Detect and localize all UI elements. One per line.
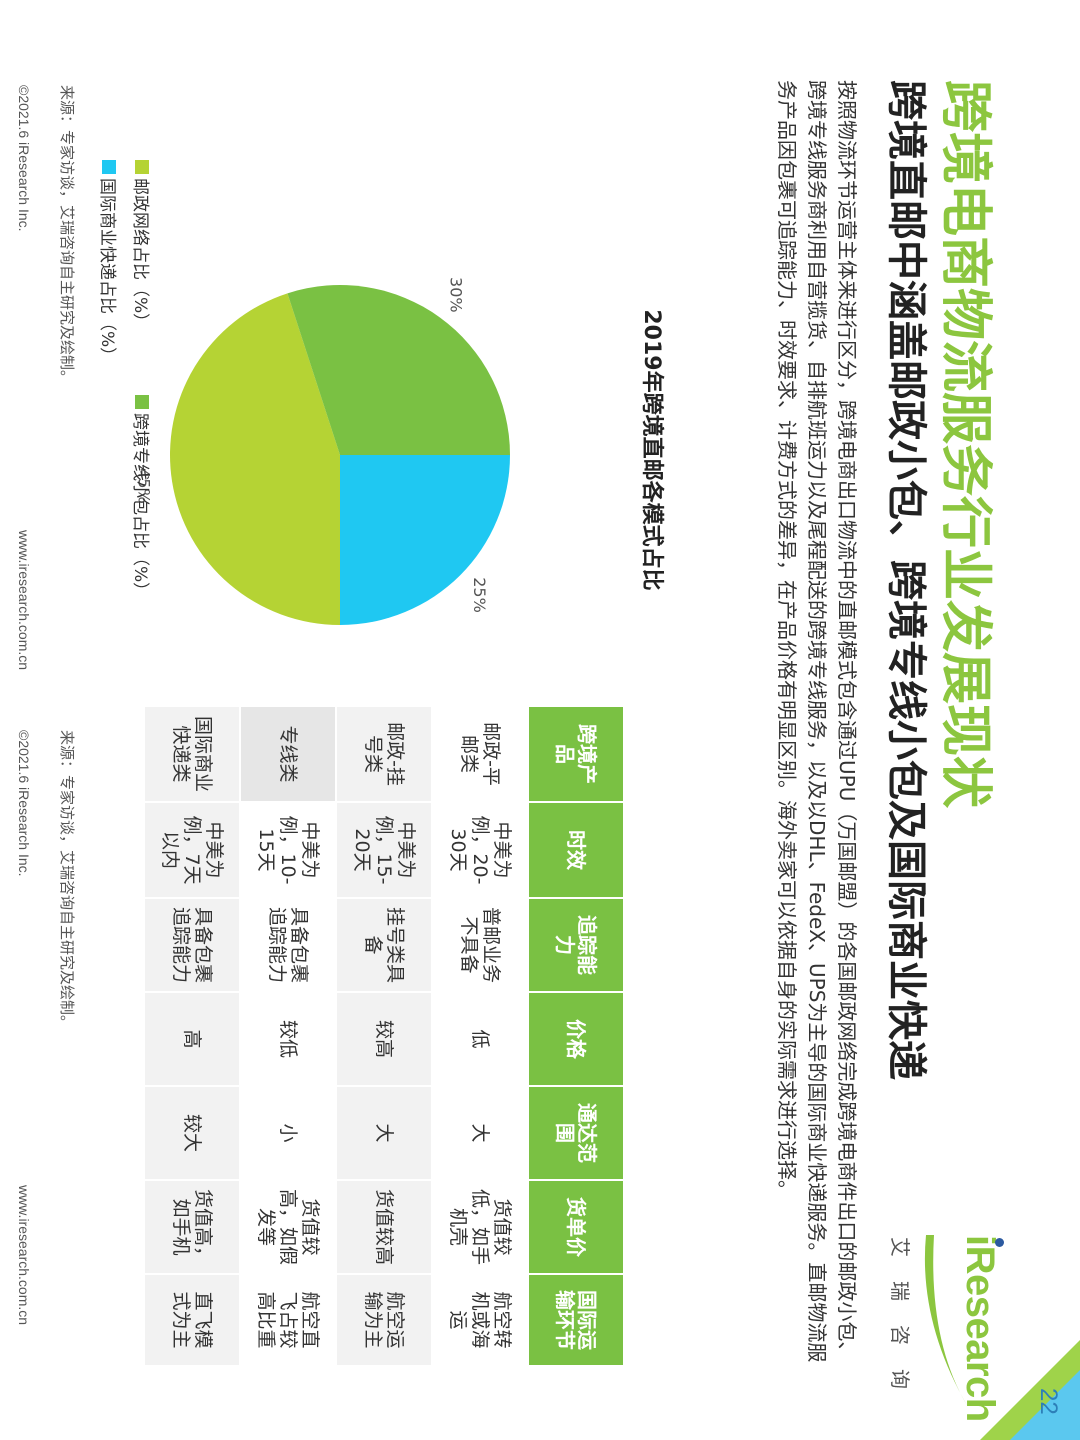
table-header-cell: 价格	[528, 992, 624, 1086]
legend-label-postal: 邮政网络占比（%）	[130, 178, 150, 331]
table-cell: 货值高，如手机	[144, 1180, 240, 1274]
table-cell: 大	[336, 1086, 432, 1180]
table-header-cell: 时效	[528, 802, 624, 898]
table-cell: 较低	[240, 992, 336, 1086]
table-cell: 航空运输为主	[336, 1274, 432, 1366]
table-cell: 具备包裹追踪能力	[240, 898, 336, 992]
legend-item-postal: 邮政网络占比（%）	[130, 160, 155, 330]
slice-postal	[169, 293, 340, 625]
table-cell: 货值较高	[336, 1180, 432, 1274]
table-cell: 中美为例，7天以内	[144, 802, 240, 898]
table-cell: 邮政-平邮类	[432, 706, 528, 802]
pie-chart: 25% 45% 30%	[134, 277, 510, 625]
table-cell: 航空转机或海运	[432, 1274, 528, 1366]
table-header-row: 跨境产品 时效 追踪能力 价格 通达范围 货单价 国际运输环节	[528, 706, 624, 1366]
table-cell: 中美为例，15-20天	[336, 802, 432, 898]
slice-label-postal: 45%	[134, 468, 153, 504]
legend-label-express: 国际商业快递占比（%）	[97, 178, 117, 365]
slice-express	[340, 455, 510, 625]
logo-swoosh-icon	[924, 1235, 968, 1407]
table-row: 邮政-平邮类 中美为例，20-30天 普邮业务不具备 低 大 货值较低，如手机壳…	[432, 706, 528, 1366]
left-source-note: 来源：专家访谈，艾瑞咨询自主研究及绘制。	[58, 85, 76, 386]
right-website-link[interactable]: www.iresearch.com.cn	[16, 1185, 32, 1326]
table-row: 国际商业快递类 中美为例，7天以内 具备包裹追踪能力 高 较大 货值高，如手机 …	[144, 706, 240, 1366]
legend-swatch-dedicated-line	[135, 395, 150, 409]
table-cell: 小	[240, 1086, 336, 1180]
legend-item-dedicated-line: 跨境专线小包占比（%）	[130, 395, 155, 599]
left-website-link[interactable]: www.iresearch.com.cn	[16, 530, 32, 671]
slice-label-dedicated-line: 30%	[446, 277, 465, 313]
table-header-cell: 通达范围	[528, 1086, 624, 1180]
table-header-cell: 国际运输环节	[528, 1274, 624, 1366]
legend-item-express: 国际商业快递占比（%）	[97, 160, 122, 364]
right-copyright: ©2021.6 iResearch Inc.	[16, 730, 32, 877]
legend-label-dedicated-line: 跨境专线小包占比（%）	[130, 413, 150, 600]
table-header-cell: 追踪能力	[528, 898, 624, 992]
table-cell: 大	[432, 1086, 528, 1180]
table-cell: 货值较低，如手机壳	[432, 1180, 528, 1274]
table-cell: 航空直飞占较高比重	[240, 1274, 336, 1366]
slice-label-express: 25%	[470, 577, 489, 613]
table-cell: 较高	[336, 992, 432, 1086]
table-cell: 低	[432, 992, 528, 1086]
table-cell: 国际商业快递类	[144, 706, 240, 802]
table-row: 专线类 中美为例，10-15天 具备包裹追踪能力 较低 小 货值较高，如假发等 …	[240, 706, 336, 1366]
table-cell: 中美为例，20-30天	[432, 802, 528, 898]
slice-dedicated-line	[287, 284, 510, 455]
page-number: 22	[1035, 1388, 1062, 1415]
table-cell: 高	[144, 992, 240, 1086]
table-cell: 中美为例，10-15天	[240, 802, 336, 898]
table-header-cell: 货单价	[528, 1180, 624, 1274]
logo-cn-text: 艾瑞咨询	[888, 1237, 912, 1413]
table-cell: 普邮业务不具备	[432, 898, 528, 992]
legend-swatch-postal	[135, 160, 150, 174]
left-copyright: ©2021.6 iResearch Inc.	[16, 85, 32, 232]
legend-swatch-express	[102, 160, 117, 174]
table-row: 邮政-挂号类 中美为例，15-20天 挂号类具备 较高 大 货值较高 航空运输为…	[336, 706, 432, 1366]
table-cell: 挂号类具备	[336, 898, 432, 992]
iresearch-logo: iResearch 艾瑞咨询	[883, 1225, 1008, 1422]
table-cell: 专线类	[240, 706, 336, 802]
logistics-comparison-table: 跨境产品 时效 追踪能力 价格 通达范围 货单价 国际运输环节 邮政-平邮类 中…	[143, 705, 625, 1367]
table-cell: 直飞模式为主	[144, 1274, 240, 1366]
logo-dot-icon	[995, 1238, 1004, 1247]
table-header-cell: 跨境产品	[528, 706, 624, 802]
table-cell: 货值较高，如假发等	[240, 1180, 336, 1274]
right-source-note: 来源：专家访谈，艾瑞咨询自主研究及绘制。	[58, 730, 76, 1031]
table-cell: 具备包裹追踪能力	[144, 898, 240, 992]
table-cell: 较大	[144, 1086, 240, 1180]
table-cell: 邮政-挂号类	[336, 706, 432, 802]
page-corner-decoration	[980, 1340, 1080, 1440]
